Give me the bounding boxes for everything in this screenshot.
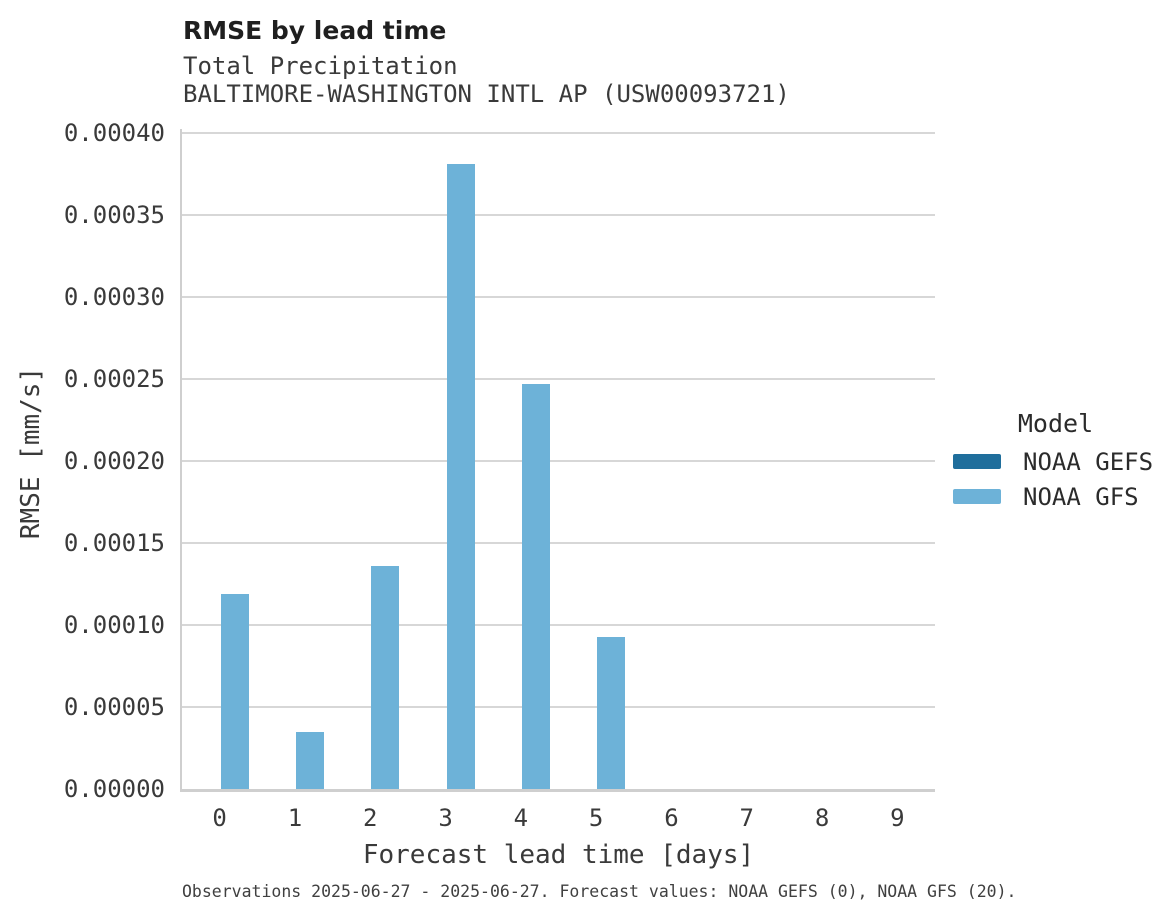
y-tick-label: 0.00035 xyxy=(63,201,165,229)
y-tick-label: 0.00010 xyxy=(63,611,165,639)
chart-title: RMSE by lead time xyxy=(183,16,447,45)
y-tick-label: 0.00005 xyxy=(63,693,165,721)
x-tick-label: 4 xyxy=(513,804,529,832)
bar-noaa-gfs-lead-2 xyxy=(371,566,400,789)
x-tick-label: 0 xyxy=(212,804,227,832)
x-tick-label: 1 xyxy=(287,804,303,832)
y-tick-label: 0.00020 xyxy=(63,447,165,475)
legend-label-noaa-gefs: NOAA GEFS xyxy=(1023,447,1154,476)
y-tick-label: 0.00030 xyxy=(63,283,165,311)
legend-swatch-noaa-gfs xyxy=(953,489,1001,504)
legend-swatch-noaa-gefs xyxy=(953,454,1001,469)
bar-noaa-gfs-lead-0 xyxy=(220,594,249,789)
legend-item-noaa-gfs: NOAA GFS xyxy=(953,479,1158,514)
bar-noaa-gfs-lead-1 xyxy=(295,732,324,789)
y-tick-label: 0.00015 xyxy=(63,529,165,557)
x-tick-label: 5 xyxy=(588,804,604,832)
gridline xyxy=(182,378,935,380)
gridline xyxy=(182,542,935,544)
legend-title: Model xyxy=(1017,409,1094,438)
x-tick-label: 2 xyxy=(363,804,378,832)
plot-area xyxy=(180,129,935,792)
caption: Observations 2025-06-27 - 2025-06-27. Fo… xyxy=(182,882,1017,901)
bar-noaa-gfs-lead-3 xyxy=(446,164,475,789)
x-tick-label: 8 xyxy=(814,804,830,832)
bar-noaa-gfs-lead-5 xyxy=(597,637,626,789)
x-axis-spine xyxy=(180,789,935,792)
gridline xyxy=(182,624,935,626)
gridline xyxy=(182,460,935,462)
gridline xyxy=(182,132,935,134)
y-tick-label: 0.00040 xyxy=(63,119,165,147)
x-axis-title: Forecast lead time [days] xyxy=(362,840,755,870)
gridline xyxy=(182,706,935,708)
legend: Model NOAA GEFS NOAA GFS xyxy=(953,408,1158,514)
bar-noaa-gfs-lead-4 xyxy=(521,384,550,789)
y-axis-spine xyxy=(180,129,182,791)
gridline xyxy=(182,296,935,298)
gridline xyxy=(182,214,935,216)
x-tick-label: 3 xyxy=(438,804,453,832)
legend-label-noaa-gfs: NOAA GFS xyxy=(1023,482,1139,511)
y-tick-label: 0.00025 xyxy=(63,365,165,393)
y-tick-label: 0.00000 xyxy=(63,775,165,803)
x-tick-label: 7 xyxy=(739,804,754,832)
chart-subtitle-station: BALTIMORE-WASHINGTON INTL AP (USW0009372… xyxy=(183,80,790,108)
legend-item-noaa-gefs: NOAA GEFS xyxy=(953,444,1158,479)
x-tick-label: 6 xyxy=(664,804,679,832)
x-tick-label: 9 xyxy=(890,804,905,832)
chart-subtitle-variable: Total Precipitation xyxy=(183,52,458,80)
